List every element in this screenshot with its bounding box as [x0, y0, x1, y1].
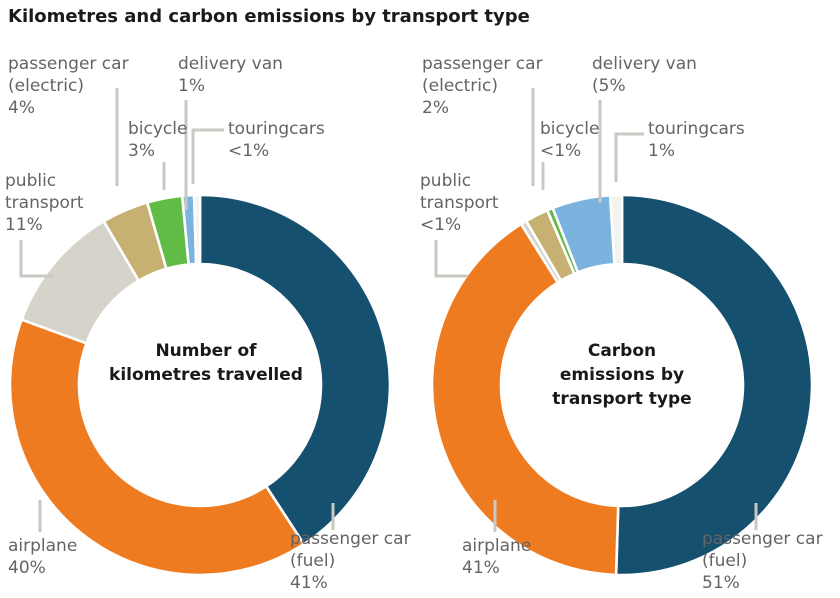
- callout-delivery-van-line-1: (5%: [592, 76, 626, 96]
- callout-passenger-car-fuel-line-2: 51%: [702, 573, 740, 593]
- callout-bicycle-line-0: bicycle: [128, 119, 188, 139]
- callout-bicycle-line-1: <1%: [540, 141, 582, 161]
- callout-passenger-car-electric-line-2: 2%: [422, 98, 449, 118]
- callout-airplane-line-1: 40%: [8, 558, 46, 578]
- callout-public-transport-line-0: public: [5, 171, 57, 191]
- callout-airplane-line-1: 41%: [462, 558, 500, 578]
- slice-passenger-car-fuel: [198, 193, 392, 546]
- slice-touringcars: [192, 193, 202, 266]
- donut-center-label-1-line-0: Carbon: [587, 341, 657, 361]
- callout-delivery-van: delivery van (5%: [592, 53, 697, 97]
- leader-line-touringcars: [614, 132, 644, 182]
- callout-touringcars: touringcars <1%: [228, 118, 325, 162]
- donut-center-label-0-line-0: Number of: [155, 341, 257, 361]
- slice-touringcars: [608, 193, 624, 266]
- callout-passenger-car-fuel-line-2: 41%: [290, 573, 328, 593]
- callout-passenger-car-electric-line-1: (electric): [8, 76, 84, 96]
- callout-bicycle: bicycle 3%: [128, 118, 187, 162]
- callout-bicycle-line-0: bicycle: [540, 119, 600, 139]
- leader-line-touringcars: [191, 128, 224, 184]
- callout-airplane: airplane 41%: [462, 535, 531, 579]
- callout-airplane-line-0: airplane: [8, 536, 78, 556]
- callout-touringcars-line-1: <1%: [228, 141, 270, 161]
- leader-line-public-transport: [434, 240, 468, 278]
- callout-bicycle-line-1: 3%: [128, 141, 155, 161]
- callout-passenger-car-electric: passenger car (electric) 2%: [422, 53, 543, 119]
- callout-passenger-car-fuel-line-1: (fuel): [290, 551, 336, 571]
- callout-public-transport: public transport <1%: [420, 170, 499, 236]
- callout-delivery-van-line-0: delivery van: [178, 54, 283, 74]
- callout-touringcars-line-0: touringcars: [648, 119, 745, 139]
- callout-passenger-car-fuel-line-0: passenger car: [290, 529, 411, 549]
- leader-line-public-transport: [19, 240, 54, 278]
- callout-passenger-car-electric-line-1: (electric): [422, 76, 498, 96]
- chart-title: Kilometres and carbon emissions by trans…: [8, 6, 530, 27]
- callout-public-transport-line-0: public: [420, 171, 472, 191]
- callout-delivery-van-line-0: delivery van: [592, 54, 697, 74]
- callout-touringcars-line-1: 1%: [648, 141, 675, 161]
- callout-public-transport: public transport 11%: [5, 170, 84, 236]
- donut-center-label-0-line-1: kilometres travelled: [109, 365, 303, 385]
- callout-passenger-car-fuel: passenger car (fuel) 51%: [702, 528, 823, 594]
- callout-airplane-line-0: airplane: [462, 536, 532, 556]
- callout-delivery-van-line-1: 1%: [178, 76, 205, 96]
- donut-center-label-1-line-2: transport type: [552, 389, 692, 409]
- callout-passenger-car-fuel: passenger car (fuel) 41%: [290, 528, 411, 594]
- callout-bicycle: bicycle <1%: [540, 118, 599, 162]
- callout-passenger-car-electric-line-2: 4%: [8, 98, 35, 118]
- slice-airplane: [8, 318, 306, 577]
- callout-public-transport-line-1: transport: [420, 193, 499, 213]
- slice-passenger-car-fuel: [614, 193, 814, 577]
- callout-touringcars-line-0: touringcars: [228, 119, 325, 139]
- donut-center-label-0: Number of kilometres travelled: [109, 339, 303, 387]
- callout-passenger-car-fuel-line-0: passenger car: [702, 529, 823, 549]
- callout-passenger-car-fuel-line-1: (fuel): [702, 551, 748, 571]
- callout-passenger-car-electric-line-0: passenger car: [8, 54, 129, 74]
- callout-delivery-van: delivery van 1%: [178, 53, 283, 97]
- donut-center-label-1-line-1: emissions by: [559, 365, 685, 385]
- callout-passenger-car-electric: passenger car (electric) 4%: [8, 53, 129, 119]
- callout-public-transport-line-2: <1%: [420, 215, 462, 235]
- slice-airplane: [430, 222, 620, 577]
- donut-center-label-1: Carbon emissions by transport type: [552, 339, 691, 411]
- callout-airplane: airplane 40%: [8, 535, 77, 579]
- callout-public-transport-line-2: 11%: [5, 215, 43, 235]
- callout-passenger-car-electric-line-0: passenger car: [422, 54, 543, 74]
- callout-touringcars: touringcars 1%: [648, 118, 745, 162]
- callout-public-transport-line-1: transport: [5, 193, 84, 213]
